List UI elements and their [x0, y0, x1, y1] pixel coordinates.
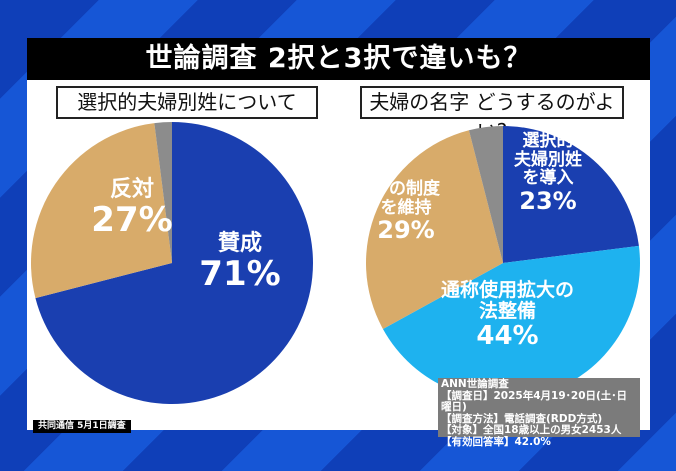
pie-0-slice-1	[30, 123, 172, 299]
info-line: 【調査日】2025年4月19･20日(土･日曜日)	[441, 389, 628, 414]
source-note: 共同通信 5月1日調査	[33, 420, 131, 433]
pie-1-slice-1	[382, 245, 641, 401]
left-chart-title: 選択的夫婦別姓について	[56, 86, 318, 119]
info-line: 【有効回答率】42.0%	[441, 435, 551, 448]
info-line: 【調査方法】電話調査(RDD方式)	[441, 412, 603, 425]
page-title: 世論調査 2択と3択で違いも？	[27, 38, 650, 80]
survey-info: ANN世論調査 【調査日】2025年4月19･20日(土･日曜日) 【調査方法】…	[438, 378, 640, 448]
slice-label-oppose: 反対 27%	[91, 177, 173, 241]
pie-1-slice-3	[468, 126, 503, 263]
slice-label-support: 賛成 71%	[199, 231, 281, 295]
info-line: ANN世論調査	[441, 378, 509, 390]
slice-label-common-name: 通称使用拡大の 法整備 44%	[440, 279, 574, 351]
pie-1-slice-2	[366, 130, 503, 330]
pie-0-slice-0	[35, 122, 313, 404]
pie-1-slice-0	[503, 126, 639, 263]
pie-0-slice-2	[154, 122, 172, 263]
info-line: 【対象】全国18歳以上の男女2453人	[441, 424, 622, 437]
slice-label-keep-current: 今の制度 を維持 29%	[372, 179, 440, 245]
slice-label-separate-surnames: 選択的 夫婦別姓 を導入 23%	[514, 131, 582, 216]
